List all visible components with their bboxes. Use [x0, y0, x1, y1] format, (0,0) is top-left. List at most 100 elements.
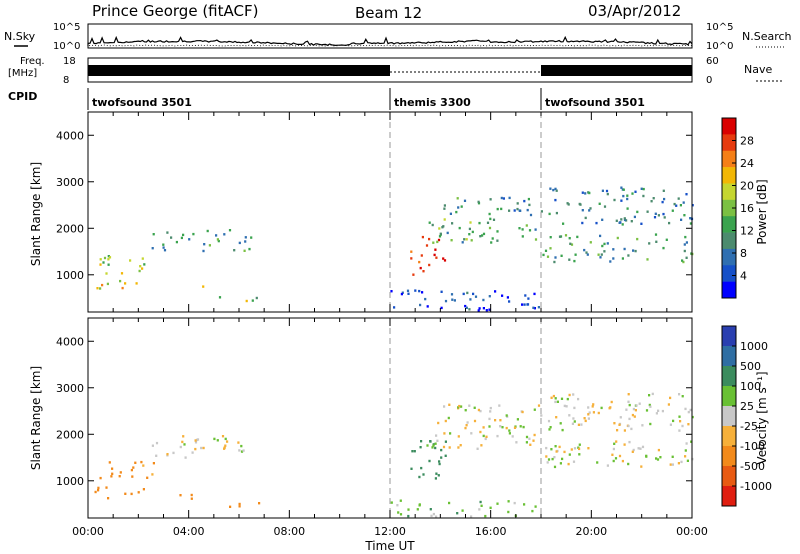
heatmap-cell	[548, 212, 551, 216]
colorbar-segment	[722, 406, 736, 427]
heatmap-cell	[534, 505, 537, 508]
heatmap-cell	[578, 447, 581, 451]
heatmap-cell	[184, 456, 187, 459]
heatmap-cell	[588, 191, 591, 195]
heatmap-cell	[565, 405, 568, 408]
heatmap-cell	[479, 500, 482, 504]
heatmap-cell	[258, 502, 261, 505]
heatmap-cell	[451, 298, 454, 301]
heatmap-cell	[671, 455, 674, 458]
heatmap-cell	[441, 226, 444, 229]
heatmap-cell	[479, 235, 482, 238]
heatmap-cell	[612, 459, 615, 463]
heatmap-cell	[180, 236, 183, 240]
heatmap-cell	[640, 465, 643, 468]
heatmap-cell	[655, 240, 658, 243]
freq-label: Freq.	[20, 56, 45, 67]
heatmap-cell	[546, 461, 549, 464]
heatmap-cell	[683, 214, 686, 217]
heatmap-cell	[488, 425, 491, 428]
heatmap-cell	[182, 435, 185, 438]
heatmap-cell	[578, 443, 581, 446]
heatmap-cell	[500, 207, 503, 211]
heatmap-cell	[444, 419, 447, 423]
heatmap-cell	[612, 447, 615, 451]
heatmap-cell	[638, 402, 641, 405]
colorbar-segment	[722, 183, 736, 201]
heatmap-cell	[584, 216, 587, 220]
heatmap-cell	[646, 258, 649, 261]
heatmap-cell	[129, 259, 132, 262]
heatmap-cell	[449, 212, 452, 215]
heatmap-cell	[482, 232, 486, 236]
heatmap-cell	[678, 429, 681, 432]
heatmap-cell	[451, 222, 454, 225]
heatmap-cell	[488, 226, 492, 230]
heatmap-cell	[550, 448, 553, 451]
heatmap-cell	[453, 299, 456, 302]
heatmap-cell	[568, 393, 571, 397]
time-axis-label: Time UT	[364, 539, 415, 553]
heatmap-cell	[600, 406, 603, 410]
noise-tick-left-top: 10^5	[53, 22, 80, 33]
heatmap-cell	[494, 419, 497, 422]
heatmap-cell	[470, 432, 473, 435]
heatmap-cell	[508, 196, 511, 200]
colorbar-tick-label: 16	[740, 202, 754, 215]
heatmap-cell	[419, 303, 422, 307]
heatmap-cell	[529, 443, 532, 446]
heatmap-cell	[457, 435, 460, 438]
heatmap-cell	[572, 417, 575, 420]
heatmap-cell	[525, 435, 529, 439]
heatmap-cell	[420, 440, 423, 443]
heatmap-cell	[672, 419, 675, 423]
heatmap-cell	[685, 193, 688, 196]
heatmap-cell	[516, 202, 519, 205]
heatmap-cell	[192, 232, 195, 236]
heatmap-cell	[642, 187, 645, 191]
heatmap-cell	[549, 236, 552, 239]
heatmap-cell	[522, 425, 525, 429]
heatmap-cell	[224, 444, 227, 447]
heatmap-cell	[632, 249, 635, 252]
heatmap-cell	[655, 412, 658, 415]
heatmap-cell	[152, 233, 155, 236]
heatmap-cell	[684, 235, 687, 239]
heatmap-cell	[561, 428, 564, 432]
heatmap-cell	[477, 309, 480, 312]
power-colorbar: 28 24 20 16 12 8 4	[721, 117, 754, 299]
heatmap-cell	[97, 489, 100, 492]
heatmap-cell	[141, 267, 144, 270]
heatmap-cell	[653, 216, 657, 219]
heatmap-cell	[428, 237, 431, 241]
heatmap-cell	[567, 462, 570, 466]
heatmap-cell	[478, 221, 481, 225]
heatmap-cell	[223, 233, 226, 236]
heatmap-cell	[584, 419, 587, 423]
heatmap-cell	[581, 221, 584, 225]
heatmap-cell	[468, 404, 471, 407]
heatmap-cell	[401, 291, 404, 294]
heatmap-cell	[496, 230, 499, 233]
heatmap-cell	[251, 299, 254, 302]
heatmap-cell	[546, 255, 550, 258]
heatmap-cell	[474, 295, 478, 298]
heatmap-cell	[525, 441, 528, 444]
colorbar-segment	[722, 134, 736, 152]
noise-tick-right-bottom: 10^0	[706, 41, 733, 52]
heatmap-cell	[138, 269, 141, 273]
heatmap-cell	[243, 249, 246, 252]
heatmap-cell	[619, 416, 622, 419]
heatmap-cell	[555, 450, 558, 453]
heatmap-cell	[610, 400, 613, 404]
heatmap-cell	[464, 409, 467, 412]
heatmap-cell	[250, 236, 253, 239]
heatmap-cell	[202, 446, 205, 450]
heatmap-cell	[618, 423, 621, 426]
heatmap-cell	[665, 238, 668, 241]
heatmap-cell	[463, 238, 466, 241]
y-tick-label: 1000	[56, 475, 84, 488]
heatmap-cell	[469, 298, 472, 301]
heatmap-cell	[110, 475, 113, 478]
heatmap-cell	[573, 406, 576, 410]
